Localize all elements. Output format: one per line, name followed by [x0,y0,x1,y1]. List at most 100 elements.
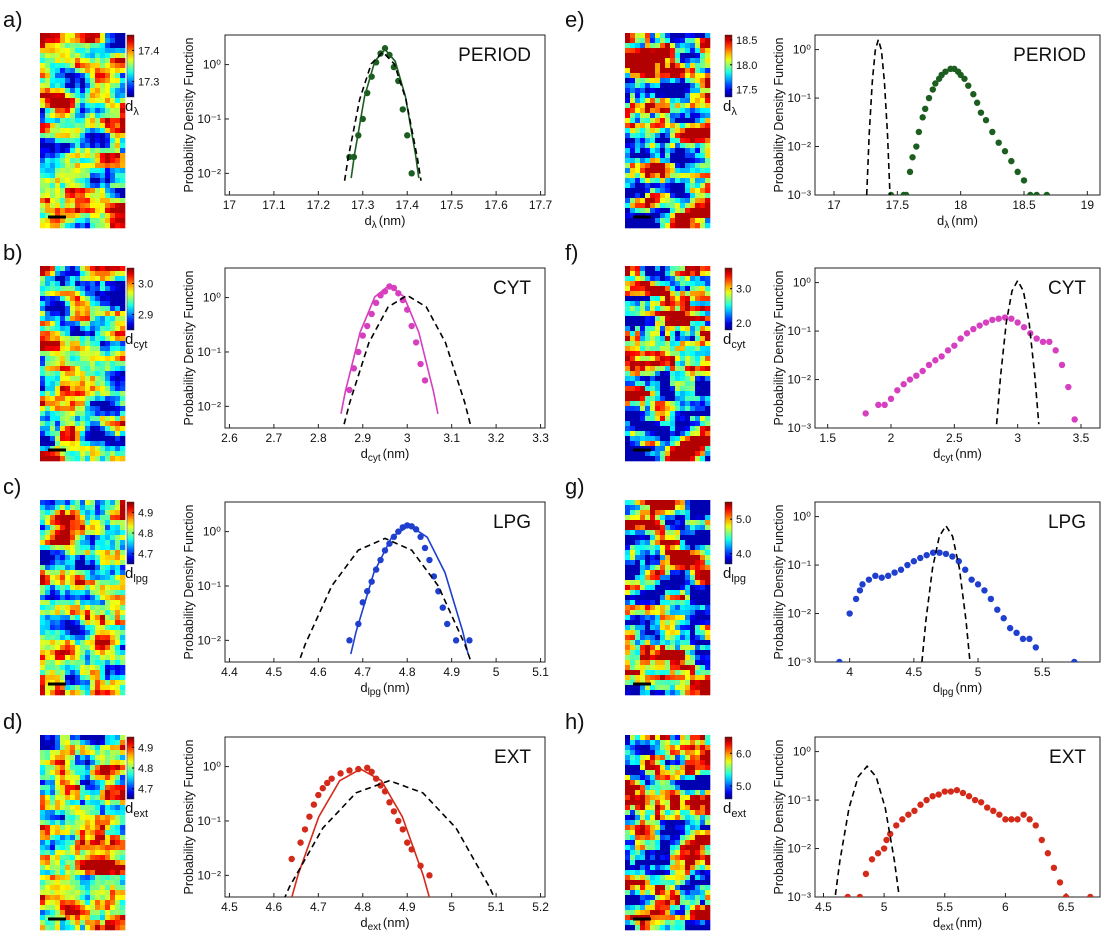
heatmap-cell [55,53,60,58]
heatmap-cell [690,356,695,361]
heatmap-cell [70,336,75,341]
heatmap-cell [40,555,45,560]
heatmap-cell [705,48,710,53]
heatmap-cell [110,416,115,421]
data-point [408,323,414,329]
heatmap-cell [90,510,95,515]
heatmap-cell [70,795,75,800]
heatmap-cell [685,158,690,163]
heatmap-cell [115,401,120,406]
heatmap-cell [50,655,55,660]
heatmap-cell [80,356,85,361]
heatmap-cell [105,296,110,301]
heatmap-cell [105,366,110,371]
heatmap-cell [55,218,60,223]
heatmap-cell [85,885,90,890]
heatmap-cell [55,163,60,168]
heatmap-cell [40,895,45,900]
heatmap-cell [115,33,120,38]
heatmap-cell [85,590,90,595]
heatmap-cell [625,600,630,605]
heatmap-cell [625,301,630,306]
heatmap-cell [635,381,640,386]
heatmap-cell [50,416,55,421]
heatmap-cell [95,925,100,930]
heatmap-cell [115,625,120,630]
heatmap-cell [640,431,645,436]
heatmap-cell [90,208,95,213]
colorbar-tick-label: 3.0 [736,284,751,296]
heatmap-cell [95,361,100,366]
heatmap-cell [65,845,70,850]
heatmap-cell [100,620,105,625]
heatmap-cell [705,595,710,600]
heatmap-cell [645,381,650,386]
heatmap-cell [45,33,50,38]
heatmap-cell [115,675,120,680]
heatmap-cell [50,660,55,665]
heatmap-cell [630,351,635,356]
heatmap-cell [645,316,650,321]
heatmap-cell [115,570,120,575]
heatmap-cell [110,505,115,510]
heatmap-cell [55,38,60,43]
heatmap-cell [680,615,685,620]
heatmap-cell [90,138,95,143]
data-point [900,381,906,387]
heatmap-cell [75,820,80,825]
heatmap-cell [660,168,665,173]
heatmap-cell [85,530,90,535]
heatmap-cell [95,38,100,43]
heatmap-cell [50,745,55,750]
heatmap-cell [635,341,640,346]
heatmap-cell [680,281,685,286]
heatmap-cell [85,376,90,381]
heatmap-cell [650,38,655,43]
heatmap-cell [685,436,690,441]
heatmap-cell [100,645,105,650]
heatmap-cell [690,223,695,228]
heatmap-cell [65,163,70,168]
heatmap-cell [690,625,695,630]
heatmap-cell [650,203,655,208]
colorbar-label-symbol: d [723,331,731,348]
heatmap-cell [95,138,100,143]
heatmap-cell [665,431,670,436]
heatmap-cell [660,143,665,148]
heatmap-cell [705,436,710,441]
heatmap-cell [70,640,75,645]
heatmap-cell [675,446,680,451]
heatmap-cell [100,865,105,870]
heatmap-cell [60,735,65,740]
heatmap-cell [105,925,110,930]
heatmap-cell [110,620,115,625]
heatmap-cell [75,765,80,770]
heatmap-cell [695,48,700,53]
heatmap-cell [685,585,690,590]
heatmap-cell [95,281,100,286]
heatmap-cell [665,565,670,570]
heatmap-cell [55,396,60,401]
heatmap-cell [55,505,60,510]
heatmap-cell [635,331,640,336]
heatmap-cell [690,446,695,451]
heatmap-cell [120,411,125,416]
heatmap-cell [75,441,80,446]
heatmap-cell [85,760,90,765]
heatmap-cell [700,306,705,311]
heatmap-cell [65,441,70,446]
heatmap-cell [95,735,100,740]
heatmap-cell [110,545,115,550]
heatmap-cell [45,113,50,118]
heatmap-cell [625,331,630,336]
heatmap-cell [75,675,80,680]
heatmap-cell [70,740,75,745]
heatmap-cell [50,650,55,655]
heatmap-cell [45,163,50,168]
heatmap-cell [695,401,700,406]
heatmap-cell [680,103,685,108]
heatmap-cell [110,875,115,880]
heatmap-cell [105,900,110,905]
heatmap-cell [60,63,65,68]
heatmap-cell [695,605,700,610]
